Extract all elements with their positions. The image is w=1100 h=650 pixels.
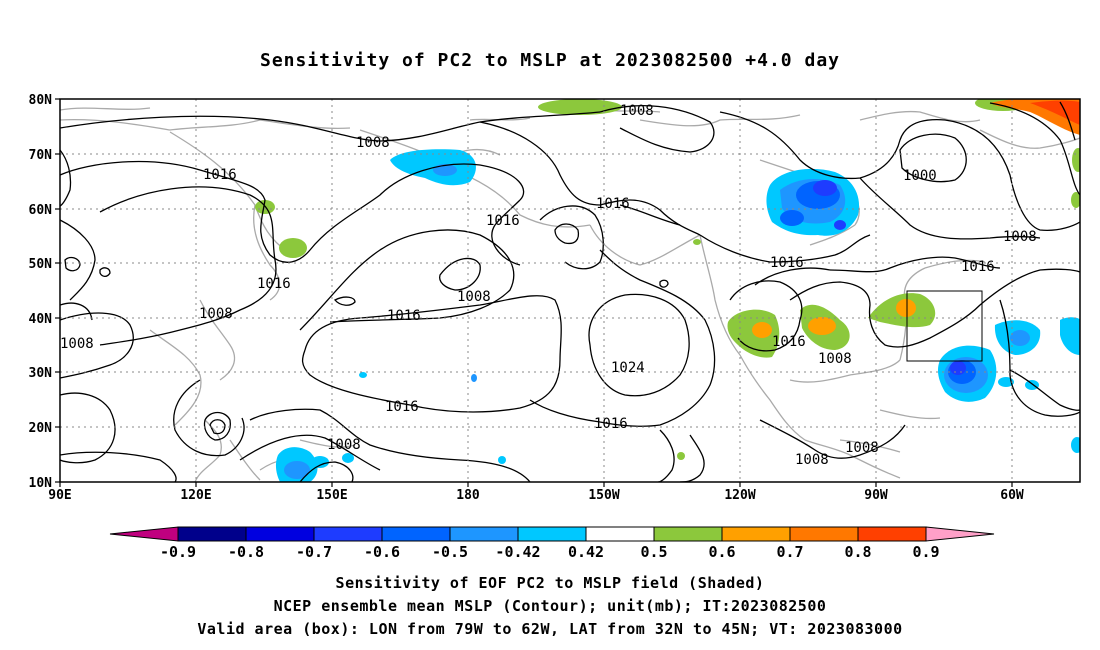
coastlines	[60, 107, 1080, 482]
lon-label: 150W	[588, 488, 619, 503]
colorbar-segment	[585, 526, 655, 542]
contour-label: 1016	[770, 255, 804, 271]
contour-label: 1000	[903, 168, 937, 184]
colorbar-segment	[721, 526, 791, 542]
caption-line-2: NCEP ensemble mean MSLP (Contour); unit(…	[273, 597, 827, 615]
contour-label: 1016	[772, 334, 806, 350]
colorbar-segment	[245, 526, 315, 542]
lon-label: 90W	[864, 488, 888, 503]
tick-marks	[55, 98, 1013, 487]
colorbar-label: 0.6	[708, 543, 735, 561]
caption-line-3: Valid area (box): LON from 79W to 62W, L…	[197, 620, 903, 638]
colorbar-segment	[653, 526, 723, 542]
lon-label: 90E	[48, 488, 71, 503]
contour-labels: 1008 1008 1016 1016 1016 1016 1008 1016 …	[60, 103, 1037, 468]
valid-area-box	[906, 290, 983, 362]
contour-label: 1016	[203, 167, 237, 183]
colorbar-label: -0.5	[432, 543, 468, 561]
colorbar-low-triangle	[109, 526, 179, 542]
lat-label: 70N	[29, 148, 53, 163]
colorbar: -0.9 -0.8 -0.7 -0.6 -0.5 -0.42 0.42 0.5 …	[109, 526, 995, 561]
colorbar-segment	[313, 526, 383, 542]
lon-label: 180	[456, 488, 480, 503]
lat-label: 80N	[29, 93, 53, 108]
mslp-contours	[60, 101, 1080, 482]
contour-label: 1008	[795, 452, 829, 468]
lon-label: 120E	[180, 488, 211, 503]
colorbar-label: 0.9	[912, 543, 939, 561]
colorbar-segment	[857, 526, 927, 542]
lon-label: 120W	[724, 488, 755, 503]
latitude-labels: 80N 70N 60N 50N 40N 30N 20N 10N	[29, 93, 53, 491]
colorbar-label: 0.5	[640, 543, 667, 561]
contour-label: 1008	[356, 135, 390, 151]
colorbar-high-triangle	[925, 526, 995, 542]
lon-label: 60W	[1000, 488, 1024, 503]
contour-label: 1016	[961, 259, 995, 275]
lat-label: 50N	[29, 257, 53, 272]
contour-label: 1016	[257, 276, 291, 292]
sensitivity-shading	[255, 99, 1080, 482]
colorbar-segment	[517, 526, 587, 542]
colorbar-label: -0.8	[228, 543, 264, 561]
graticule	[60, 99, 1080, 482]
lat-label: 20N	[29, 421, 53, 436]
colorbar-label: 0.8	[844, 543, 871, 561]
contour-label: 1008	[845, 440, 879, 456]
contour-label: 1008	[818, 351, 852, 367]
lat-label: 40N	[29, 312, 53, 327]
map-frame	[59, 98, 1081, 483]
contour-label: 1008	[60, 336, 94, 352]
lat-label: 10N	[29, 476, 53, 491]
contour-label: 1016	[594, 416, 628, 432]
contour-label: 1008	[199, 306, 233, 322]
colorbar-segment	[381, 526, 451, 542]
lat-label: 30N	[29, 366, 53, 381]
colorbar-label: -0.7	[296, 543, 332, 561]
colorbar-label: -0.6	[364, 543, 400, 561]
colorbar-segment	[449, 526, 519, 542]
lon-label: 150E	[316, 488, 347, 503]
contour-label: 1016	[387, 308, 421, 324]
contour-label: 1016	[596, 196, 630, 212]
contour-label: 1008	[327, 437, 361, 453]
colorbar-label: 0.7	[776, 543, 803, 561]
map-title: Sensitivity of PC2 to MSLP at 2023082500…	[259, 50, 840, 71]
lat-label: 60N	[29, 203, 53, 218]
colorbar-label: -0.9	[160, 543, 196, 561]
colorbar-label: -0.42	[495, 543, 540, 561]
colorbar-segment	[177, 526, 247, 542]
caption-line-1: Sensitivity of EOF PC2 to MSLP field (Sh…	[335, 574, 765, 592]
contour-label: 1024	[611, 360, 645, 376]
contour-label: 1008	[457, 289, 491, 305]
contour-label: 1016	[486, 213, 520, 229]
colorbar-label: 0.42	[568, 543, 604, 561]
colorbar-segment	[789, 526, 859, 542]
contour-label: 1016	[385, 399, 419, 415]
longitude-labels: 90E 120E 150E 180 150W 120W 90W 60W	[48, 488, 1024, 503]
contour-label: 1008	[1003, 229, 1037, 245]
contour-label: 1008	[620, 103, 654, 119]
